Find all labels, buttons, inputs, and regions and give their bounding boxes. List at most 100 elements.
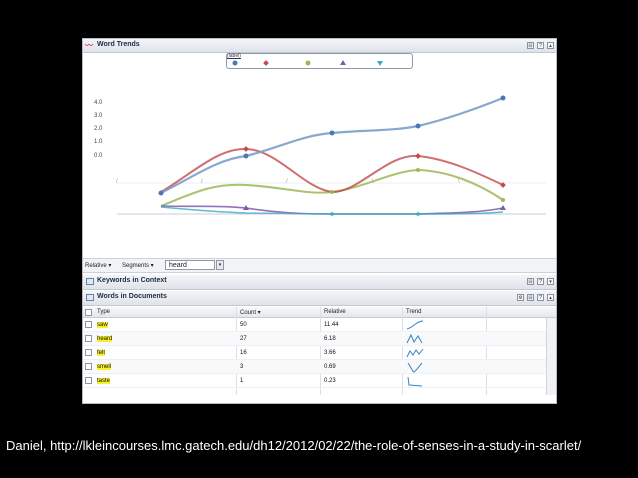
col-relative[interactable]: Relative <box>324 309 346 315</box>
row-type: saw <box>97 322 108 328</box>
kic-minimize-button[interactable]: ⊟ <box>527 278 534 285</box>
wid-header: Words in Documents ⚙ ⊟ ? ▴ <box>83 291 556 306</box>
word-trends-header: 〰 Word Trends ⊟ ? ▴ <box>83 39 556 53</box>
series-line-2 <box>160 147 504 194</box>
sparkline-smell <box>407 362 423 373</box>
segments-menu-button[interactable]: Segments ▾ <box>122 263 154 269</box>
x-tick-mark-3: / <box>286 179 288 185</box>
row-count: 16 <box>240 350 247 356</box>
col-divider-1 <box>236 307 237 395</box>
col-count[interactable]: Count ▾ <box>240 310 261 316</box>
row-type: heard <box>97 336 113 342</box>
x-tick-mark-2: / <box>201 179 203 185</box>
kic-header: Keywords in Context ⊟ ? ▾ <box>83 275 556 290</box>
table-row[interactable]: heard 27 6.18 <box>83 332 546 346</box>
word-trends-chart: 4.0 3.0 2.0 1.0 0.0 / / / \ \ <box>83 53 556 258</box>
row-count: 1 <box>240 378 244 384</box>
point-blue-1[interactable] <box>158 190 164 196</box>
trends-toolbar: Relative ▾ Segments ▾ heard ▾ <box>83 258 556 273</box>
point-cyan-3[interactable] <box>330 212 334 216</box>
legend-markers <box>232 60 383 66</box>
row-type: taste <box>97 378 111 384</box>
legend-marker-diamond[interactable] <box>263 60 269 66</box>
collapse-button[interactable]: ▴ <box>547 42 554 49</box>
point-cyan-4[interactable] <box>416 212 420 216</box>
col-trend[interactable]: Trend <box>406 309 422 315</box>
point-green-5[interactable] <box>501 198 505 202</box>
sparkline-heard <box>406 333 423 344</box>
table-scrollbar[interactable] <box>546 318 556 395</box>
row-checkbox[interactable] <box>85 335 92 342</box>
y-tick-4: 4.0 <box>94 100 103 106</box>
y-tick-3: 3.0 <box>94 113 103 119</box>
x-tick-mark-1: / <box>116 179 118 185</box>
point-purple-5[interactable] <box>500 205 506 210</box>
wid-settings-button[interactable]: ⚙ <box>517 294 524 301</box>
kic-panel-icon <box>86 278 94 285</box>
row-checkbox[interactable] <box>85 377 92 384</box>
wid-collapse-button[interactable]: ▴ <box>547 294 554 301</box>
point-purple-2[interactable] <box>243 205 249 210</box>
y-tick-1: 1.0 <box>94 139 103 145</box>
legend-title: (label) <box>227 53 241 59</box>
relative-menu-button[interactable]: Relative ▾ <box>85 263 112 269</box>
table-row[interactable]: smell 3 0.69 <box>83 360 546 374</box>
table-row[interactable]: felt 16 3.66 <box>83 346 546 360</box>
row-count: 27 <box>240 336 247 342</box>
kic-expand-button[interactable]: ▾ <box>547 278 554 285</box>
trends-svg: 4.0 3.0 2.0 1.0 0.0 / / / \ \ <box>94 95 546 216</box>
row-type: felt <box>97 350 106 356</box>
legend-marker-circle[interactable] <box>232 60 238 66</box>
point-blue-5[interactable] <box>500 95 506 101</box>
point-red-2[interactable] <box>243 146 249 152</box>
series-line-1 <box>160 96 504 194</box>
point-green-4[interactable] <box>416 168 420 172</box>
sparkline-taste <box>407 376 423 387</box>
col-divider-4 <box>486 307 487 395</box>
point-red-5[interactable] <box>500 182 506 188</box>
word-trends-title: Word Trends <box>97 41 140 48</box>
row-checkbox[interactable] <box>85 349 92 356</box>
row-relative: 0.23 <box>324 378 336 384</box>
row-relative: 6.18 <box>324 336 336 342</box>
point-green-3[interactable] <box>330 190 334 194</box>
point-blue-3[interactable] <box>329 130 335 136</box>
slide-caption: Daniel, http://lkleincourses.lmc.gatech.… <box>6 438 582 453</box>
kic-title: Keywords in Context <box>97 277 167 284</box>
point-blue-2[interactable] <box>243 153 249 159</box>
select-all-checkbox[interactable] <box>85 309 92 316</box>
point-blue-4[interactable] <box>415 123 421 129</box>
y-tick-0: 0.0 <box>94 153 103 159</box>
wid-minimize-button[interactable]: ⊟ <box>527 294 534 301</box>
legend-marker-triangle[interactable] <box>340 60 346 65</box>
kic-help-button[interactable]: ? <box>537 278 544 285</box>
trends-logo-icon: 〰 <box>85 41 93 50</box>
row-relative: 3.66 <box>324 350 336 356</box>
row-type: smell <box>97 364 112 370</box>
term-input[interactable]: heard <box>165 260 215 270</box>
wid-panel-icon <box>86 294 94 301</box>
x-tick-mark-5: \ <box>458 179 460 185</box>
point-red-4[interactable] <box>415 153 421 159</box>
wid-help-button[interactable]: ? <box>537 294 544 301</box>
table-row[interactable]: taste 1 0.23 <box>83 374 546 388</box>
col-divider-3 <box>402 307 403 395</box>
series-line-3 <box>160 168 504 207</box>
wid-table-header: Type Count ▾ Relative Trend <box>83 307 556 318</box>
row-checkbox[interactable] <box>85 363 92 370</box>
wid-title: Words in Documents <box>97 293 167 300</box>
col-divider-2 <box>320 307 321 395</box>
col-type[interactable]: Type <box>97 309 111 315</box>
legend-marker-down-triangle[interactable] <box>377 61 383 66</box>
row-checkbox[interactable] <box>85 321 92 328</box>
row-relative: 0.69 <box>324 364 336 370</box>
voyant-screenshot: 〰 Word Trends ⊟ ? ▴ 4.0 3.0 2.0 1.0 0.0 … <box>82 38 557 404</box>
sparkline-saw <box>406 320 424 330</box>
term-dropdown-button[interactable]: ▾ <box>216 260 224 270</box>
table-row[interactable]: saw 50 11.44 <box>83 318 546 332</box>
help-button[interactable]: ? <box>537 42 544 49</box>
legend-marker-dot[interactable] <box>305 60 311 66</box>
minimize-button[interactable]: ⊟ <box>527 42 534 49</box>
row-count: 50 <box>240 322 247 328</box>
y-tick-2: 2.0 <box>94 126 103 132</box>
